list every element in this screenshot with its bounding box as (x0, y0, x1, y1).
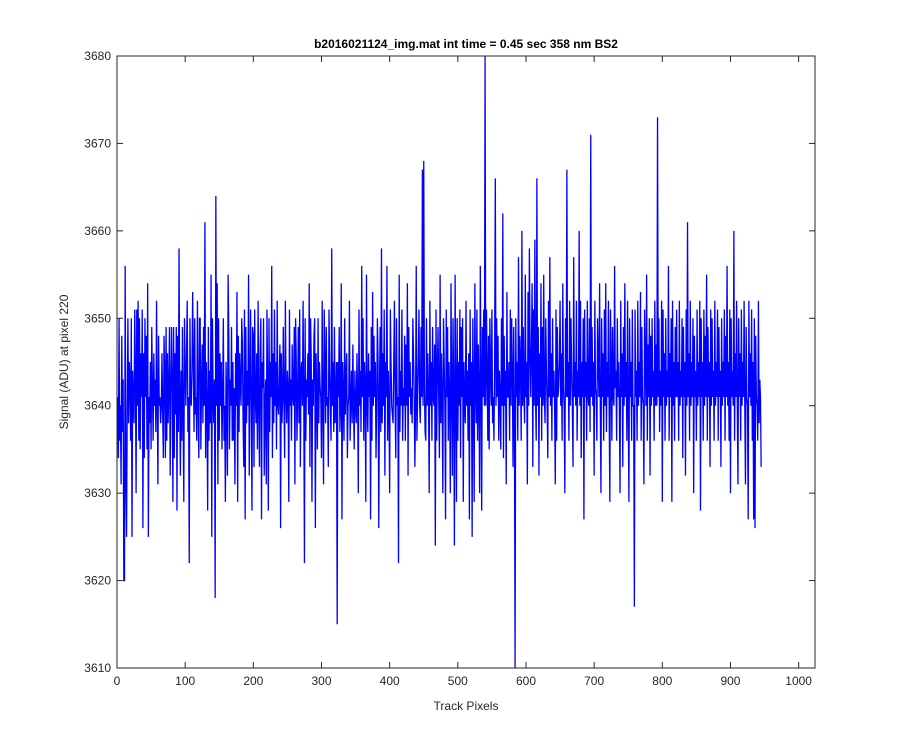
x-tick-label: 100 (175, 674, 195, 688)
x-tick-label: 500 (448, 674, 468, 688)
x-tick-label: 400 (380, 674, 400, 688)
y-tick-label: 3630 (84, 486, 111, 500)
y-tick-label: 3620 (84, 574, 111, 588)
y-tick-label: 3660 (84, 224, 111, 238)
x-tick-label: 0 (114, 674, 121, 688)
x-tick-label: 1000 (785, 674, 812, 688)
y-tick-label: 3650 (84, 311, 111, 325)
series-group (117, 55, 762, 669)
x-axis: 0 100 200 300 400 500 600 700 800 900 1000 (114, 56, 812, 688)
series-line (117, 55, 762, 669)
x-tick-label: 800 (652, 674, 672, 688)
x-tick-label: 700 (584, 674, 604, 688)
y-axis: 3610 3620 3630 3640 3650 3660 3670 3680 (84, 49, 815, 675)
x-tick-label: 300 (311, 674, 331, 688)
x-tick-label: 900 (720, 674, 740, 688)
x-tick-label: 600 (516, 674, 536, 688)
y-tick-label: 3670 (84, 136, 111, 150)
y-tick-label: 3640 (84, 399, 111, 413)
chart-title: b2016021124_img.mat int time = 0.45 sec … (314, 37, 618, 51)
plot-area-frame (116, 55, 816, 669)
y-tick-label: 3610 (84, 661, 111, 675)
y-tick-label: 3680 (84, 49, 111, 63)
x-tick-label: 200 (243, 674, 263, 688)
y-axis-label: Signal (ADU) at pixel 220 (57, 294, 71, 429)
x-axis-label: Track Pixels (434, 699, 499, 713)
